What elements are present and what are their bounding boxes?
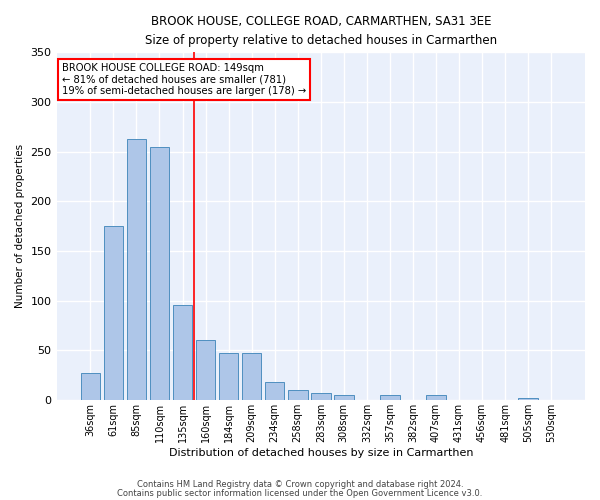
Bar: [265, 382, 284, 400]
Text: Contains public sector information licensed under the Open Government Licence v3: Contains public sector information licen…: [118, 490, 482, 498]
Bar: [311, 393, 331, 400]
Bar: [380, 395, 400, 400]
Bar: [334, 395, 353, 400]
Bar: [518, 398, 538, 400]
Text: BROOK HOUSE COLLEGE ROAD: 149sqm
← 81% of detached houses are smaller (781)
19% : BROOK HOUSE COLLEGE ROAD: 149sqm ← 81% o…: [62, 63, 306, 96]
Bar: [219, 353, 238, 400]
Bar: [104, 226, 123, 400]
X-axis label: Distribution of detached houses by size in Carmarthen: Distribution of detached houses by size …: [169, 448, 473, 458]
Bar: [173, 306, 193, 400]
Bar: [288, 390, 308, 400]
Bar: [149, 146, 169, 400]
Bar: [426, 395, 446, 400]
Text: Contains HM Land Registry data © Crown copyright and database right 2024.: Contains HM Land Registry data © Crown c…: [137, 480, 463, 489]
Bar: [127, 138, 146, 400]
Title: BROOK HOUSE, COLLEGE ROAD, CARMARTHEN, SA31 3EE
Size of property relative to det: BROOK HOUSE, COLLEGE ROAD, CARMARTHEN, S…: [145, 15, 497, 47]
Bar: [80, 373, 100, 400]
Y-axis label: Number of detached properties: Number of detached properties: [15, 144, 25, 308]
Bar: [196, 340, 215, 400]
Bar: [242, 353, 262, 400]
